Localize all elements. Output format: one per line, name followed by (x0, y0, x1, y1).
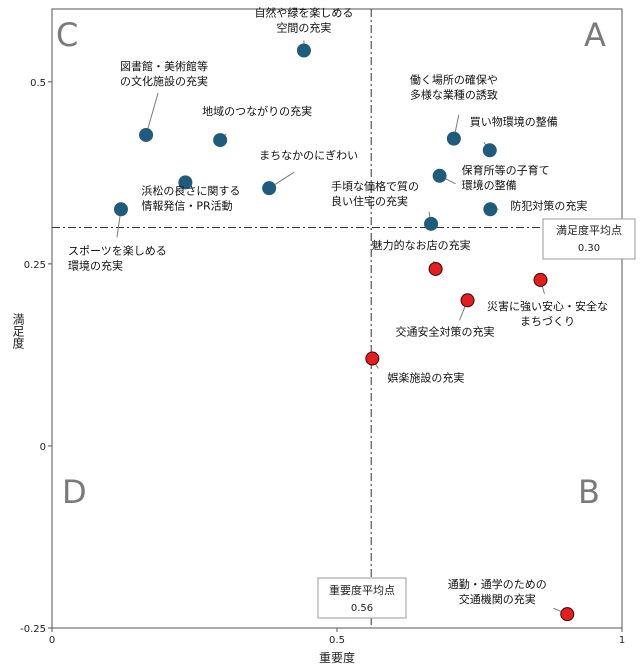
point-labels: 図書館・美術館等の文化施設の充実 自然や緑を楽しめる空間の充実地域のつながりの充実… (68, 6, 608, 607)
point-label-line: スポーツを楽しめる (68, 244, 167, 257)
point-label-line: 買い物環境の整備 (470, 114, 558, 128)
point-label-line: 多様な業種の誘致 (410, 88, 498, 102)
x-tick-label: 1 (619, 635, 625, 646)
point-label-line: 自然や緑を楽しめる (254, 6, 353, 20)
x-average-value: 0.56 (351, 603, 373, 614)
y-average-value: 0.30 (578, 243, 600, 254)
data-points (113, 43, 575, 622)
quadrant-labels: C A D B (56, 16, 606, 511)
point-label: 魅力的なお店の充実 (372, 238, 471, 252)
y-average-label: 満足度平均点 (556, 223, 622, 237)
point-label-line: 情報発信・PR活動 (141, 198, 232, 212)
quadrant-label-a: A (584, 16, 606, 54)
point-label-line: 交通機関の充実 (459, 592, 536, 606)
point-label-line: 図書館・美術館等 (120, 59, 208, 73)
point-label-line: 交通安全対策の充実 (396, 324, 495, 338)
point-label-line: 環境の充実 (68, 258, 123, 272)
data-point (213, 133, 228, 148)
point-label-line: 防犯対策の充実 (510, 198, 587, 212)
data-point (560, 607, 575, 622)
point-label-line: 保育所等の子育て (462, 163, 550, 177)
leader-line (145, 92, 159, 136)
quadrant-label-b: B (578, 473, 600, 511)
quadrant-label-d: D (62, 473, 87, 511)
y-tick-label: 0.25 (24, 260, 46, 271)
data-point (483, 202, 498, 217)
data-point (424, 216, 439, 231)
y-tick-label: 0.5 (30, 78, 46, 89)
data-point (139, 127, 154, 142)
data-point (178, 175, 193, 190)
data-point (460, 293, 475, 308)
point-label: 買い物環境の整備 (470, 114, 558, 128)
y-tick-label: -0.25 (20, 624, 46, 635)
quadrant-label-c: C (56, 16, 78, 54)
point-label-line: 手頃な価格で質の (331, 179, 419, 193)
point-label-line: 魅力的なお店の充実 (372, 238, 471, 252)
point-label: 防犯対策の充実 (510, 198, 587, 212)
data-point (446, 131, 461, 146)
point-label-line: まちなかのにぎわい (259, 148, 358, 162)
x-tick-label: 0 (49, 635, 55, 646)
point-label-line: 通勤・通学のための (448, 577, 547, 591)
point-label: 娯楽施設の充実 (387, 371, 464, 385)
x-average-callout: 重要度平均点 0.56 (317, 577, 407, 619)
point-label: 自然や緑を楽しめる空間の充実 (254, 6, 353, 35)
point-label-line: 災害に強い安心・安全な (487, 299, 608, 313)
point-label-line: の文化施設の充実 (120, 74, 208, 88)
data-point (113, 202, 128, 217)
x-tick-label: 0.5 (329, 635, 345, 646)
data-point (533, 272, 548, 287)
point-label-line: 空間の充実 (276, 21, 331, 35)
y-tick-label: 0 (40, 442, 46, 453)
y-average-callout: 満足度平均点 0.30 (542, 218, 636, 260)
point-label: 通勤・通学のための交通機関の充実 (448, 577, 547, 606)
point-label: 図書館・美術館等の文化施設の充実 (120, 59, 208, 88)
point-label: 災害に強い安心・安全なまちづくり (487, 299, 608, 328)
point-label: 手頃な価格で質の良い住宅の充実 (331, 179, 419, 208)
data-point (428, 261, 443, 276)
point-label: スポーツを楽しめる環境の充実 (68, 244, 167, 272)
point-label: まちなかのにぎわい (259, 148, 358, 162)
data-point (262, 181, 277, 196)
point-label-line: 娯楽施設の充実 (387, 371, 464, 385)
point-label: 地域のつながりの充実 (202, 104, 312, 118)
y-axis-title: 満足度 (11, 313, 25, 349)
point-label: 交通安全対策の充実 (396, 324, 495, 338)
average-lines (52, 9, 622, 628)
point-label: 働く場所の確保や多様な業種の誘致 (410, 73, 498, 102)
point-label-line: 働く場所の確保や (410, 73, 498, 87)
point-label-line: 地域のつながりの充実 (202, 104, 312, 118)
point-label-line: 良い住宅の充実 (331, 194, 408, 208)
point-label: 保育所等の子育て環境の整備 (462, 163, 550, 192)
x-average-label: 重要度平均点 (329, 583, 395, 597)
data-point (365, 351, 380, 366)
point-label-line: 浜松の良さに関する (141, 183, 240, 197)
data-point (482, 143, 497, 158)
data-point (432, 168, 447, 183)
data-point (296, 43, 311, 58)
point-label-line: まちづくり (520, 315, 575, 328)
point-label: 浜松の良さに関する情報発信・PR活動 (141, 183, 240, 212)
x-axis-title: 重要度 (319, 650, 355, 665)
point-label-line: 環境の整備 (462, 178, 517, 192)
